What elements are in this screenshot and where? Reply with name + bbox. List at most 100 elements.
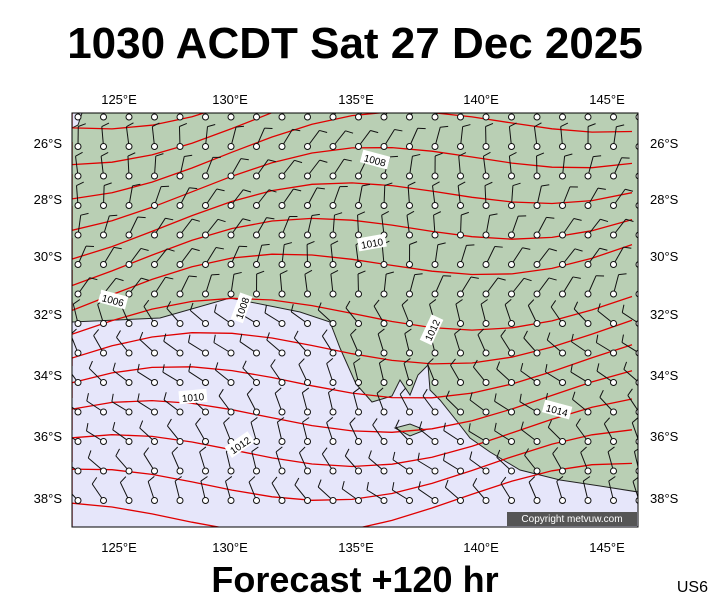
barb-flag (496, 361, 501, 370)
barb-station (151, 202, 158, 209)
barb-flag (409, 241, 418, 245)
lon-label: 140°E (463, 92, 499, 107)
barb-station (125, 261, 133, 268)
barb-station (176, 379, 184, 386)
barb-station (380, 143, 388, 150)
barb-station (380, 408, 388, 416)
barb-station (355, 438, 362, 445)
barb-flag (443, 422, 446, 431)
barb-station (253, 497, 260, 504)
isobar-label-bg (230, 292, 253, 324)
barb-station (125, 202, 133, 209)
barb-flag (88, 360, 93, 369)
barb-station (482, 497, 490, 504)
barb-flag (143, 447, 150, 455)
barb-flag (509, 151, 517, 157)
barb-flag (188, 334, 191, 343)
barb-station (202, 408, 209, 416)
barb-station (431, 172, 439, 180)
barb-station (202, 467, 209, 475)
barb-station (533, 261, 541, 268)
barb-flag (266, 217, 275, 220)
isobar-label: 1010 (360, 237, 384, 252)
barb-station (584, 172, 592, 180)
barb-flag (649, 159, 657, 160)
barb-flag (645, 127, 653, 128)
barb-station (355, 261, 362, 268)
barb-station (406, 290, 413, 298)
barb-flag (587, 123, 596, 127)
barb-station (227, 172, 235, 180)
isobar (72, 113, 274, 166)
barb-station (100, 113, 107, 121)
barb-station (176, 290, 184, 298)
barb-station (584, 290, 592, 298)
barb-flag (137, 363, 140, 372)
barb-station (355, 143, 362, 150)
barb-station (304, 467, 311, 475)
barb-station (202, 438, 209, 445)
barb-flag (548, 277, 557, 281)
barb-station (431, 143, 439, 150)
barb-station (559, 231, 566, 239)
barb-station (610, 290, 617, 298)
barb-flag (115, 277, 124, 282)
barb-flag (163, 333, 167, 342)
barb-flag (608, 476, 616, 482)
barb-station (457, 113, 464, 121)
barb-station (329, 379, 337, 386)
barb-station (355, 113, 362, 121)
barb-station (202, 379, 209, 386)
barb-flag (357, 211, 366, 216)
lat-label: 34°S (650, 368, 679, 383)
barb-station (635, 143, 638, 150)
barb-station (253, 202, 260, 209)
barb-station (227, 379, 235, 386)
barb-station (559, 467, 566, 475)
barb-station (176, 231, 184, 239)
barb-station (457, 290, 464, 298)
barb-station (584, 379, 592, 386)
barb-station (610, 467, 617, 475)
barb-flag (461, 211, 469, 216)
barb-station (355, 379, 362, 386)
barb-flag (362, 183, 371, 187)
barb-flag (267, 159, 276, 163)
barb-flag (574, 248, 583, 252)
barb-flag (250, 417, 258, 423)
barb-flag (417, 452, 420, 461)
barb-flag (298, 358, 305, 365)
barb-station (74, 290, 82, 298)
barb-flag (480, 299, 488, 305)
lat-label: 30°S (34, 249, 63, 264)
barb-flag (489, 213, 498, 216)
barb-station (533, 113, 541, 121)
barb-flag (261, 243, 270, 246)
barb-station (176, 261, 184, 268)
barb-staff (639, 274, 641, 294)
barb-station (610, 379, 617, 386)
isobar-label-bg (224, 431, 255, 458)
barb-station (457, 172, 464, 180)
barb-flag (302, 417, 310, 423)
barb-station (482, 408, 490, 416)
barb-station (227, 261, 235, 268)
barb-station (74, 202, 82, 209)
barb-station (329, 349, 337, 357)
barb-station (457, 143, 464, 150)
copyright: Copyright metvuw.com (521, 514, 622, 525)
barb-station (202, 113, 209, 121)
barb-station (202, 172, 209, 180)
barb-flag (195, 417, 201, 425)
barb-flag (650, 218, 658, 220)
barb-station (74, 497, 82, 504)
barb-flag (290, 303, 294, 312)
barb-station (431, 231, 439, 239)
barb-station (533, 172, 541, 180)
barb-station (227, 143, 235, 150)
barb-flag (560, 93, 567, 97)
barb-flag (304, 269, 313, 275)
barb-station (125, 143, 133, 150)
barb-station (610, 438, 617, 445)
lat-label: 26°S (34, 136, 63, 151)
